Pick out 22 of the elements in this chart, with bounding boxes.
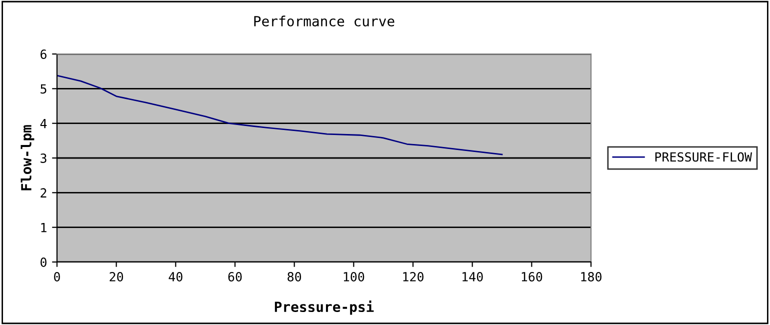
y-tick-label: 6 <box>40 50 46 59</box>
y-tick-label: 4 <box>40 119 47 128</box>
x-axis-title: Pressure-psi <box>274 300 374 315</box>
y-axis-title: Flow-lpm <box>20 125 34 190</box>
y-tick-label: 2 <box>40 188 46 198</box>
x-tick-label: 180 <box>581 272 602 282</box>
legend-label: PRESSURE-FLOW <box>655 152 752 162</box>
chart-title: Performance curve <box>254 16 394 26</box>
x-tick-label: 80 <box>288 272 302 282</box>
x-tick-label: 160 <box>522 272 542 282</box>
x-tick-label: 40 <box>168 272 182 282</box>
y-tick-label: 5 <box>40 84 46 94</box>
y-tick-label: 0 <box>40 258 46 267</box>
x-tick-label: 60 <box>228 272 242 282</box>
x-tick-label: 20 <box>110 272 124 282</box>
y-tick-label: 3 <box>40 154 46 163</box>
line-series <box>57 74 503 156</box>
y-tick-label: 1 <box>41 223 46 232</box>
x-tick-label: 0 <box>54 272 60 282</box>
x-tick-label: 100 <box>344 272 364 282</box>
x-tick-label: 140 <box>462 272 483 282</box>
x-tick-label: 120 <box>403 272 424 282</box>
